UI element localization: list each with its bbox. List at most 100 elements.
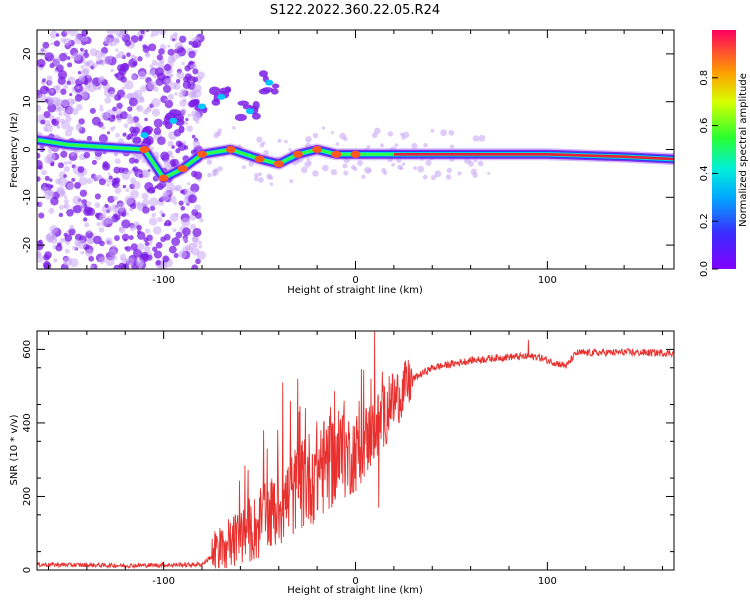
noise-speckle	[157, 136, 166, 146]
noise-speckle	[37, 152, 41, 159]
noise-speckle	[174, 92, 178, 96]
noise-speckle	[45, 96, 55, 106]
noise-speckle	[253, 176, 259, 182]
noise-speckle	[130, 74, 137, 81]
noise-speckle	[445, 174, 452, 180]
noise-speckle	[136, 224, 142, 231]
snr-ytick-label: 200	[22, 487, 33, 506]
noise-speckle	[401, 162, 406, 166]
noise-speckle	[37, 201, 40, 206]
noise-speckle	[172, 38, 176, 42]
noise-speckle	[76, 86, 80, 90]
noise-speckle	[119, 111, 128, 120]
noise-speckle	[306, 157, 311, 162]
noise-speckle	[102, 161, 109, 168]
spectrogram-ytick-label: 10	[22, 95, 33, 108]
branch-blob	[224, 86, 232, 93]
noise-speckle	[78, 176, 88, 186]
noise-speckle	[391, 163, 395, 167]
noise-speckle	[37, 250, 42, 259]
noise-speckle	[158, 30, 167, 36]
noise-speckle	[165, 98, 169, 102]
noise-speckle	[198, 244, 203, 249]
noise-speckle	[470, 168, 477, 175]
noise-speckle	[190, 223, 196, 230]
noise-speckle	[111, 114, 116, 119]
noise-speckle	[63, 109, 71, 118]
noise-speckle	[74, 181, 82, 189]
noise-speckle	[42, 261, 51, 269]
noise-speckle	[124, 39, 132, 47]
noise-speckle	[190, 183, 200, 193]
noise-speckle	[78, 118, 85, 125]
noise-speckle	[167, 93, 174, 101]
noise-speckle	[113, 166, 121, 174]
snr-axes: -100 0 100 0 200 400 600	[22, 331, 674, 587]
noise-speckle	[387, 131, 394, 137]
noise-speckle	[46, 152, 56, 162]
noise-speckle	[129, 189, 139, 199]
ridge-peak	[158, 174, 169, 182]
noise-speckle	[108, 90, 116, 98]
branch-blob	[258, 70, 268, 78]
noise-speckle	[446, 167, 453, 174]
noise-speckle	[162, 255, 170, 263]
noise-speckle	[53, 59, 61, 67]
noise-speckle	[232, 126, 236, 130]
noise-speckle	[91, 159, 97, 165]
noise-speckle	[63, 195, 68, 199]
noise-speckle	[64, 129, 73, 137]
snr-ylabel: SNR (10 * v/v)	[9, 414, 20, 485]
noise-speckle	[149, 239, 153, 243]
noise-speckle	[468, 160, 474, 167]
noise-speckle	[42, 78, 46, 83]
noise-speckle	[162, 84, 172, 93]
noise-speckle	[38, 165, 43, 170]
noise-speckle	[92, 62, 98, 69]
noise-speckle	[184, 65, 191, 72]
noise-speckle	[305, 136, 312, 143]
branch-peak	[140, 132, 149, 139]
noise-speckle	[43, 254, 50, 261]
noise-speckle	[80, 47, 84, 52]
noise-speckle	[116, 102, 123, 110]
noise-speckle	[207, 172, 212, 178]
snr-ytick-label: 400	[22, 413, 33, 432]
noise-speckle	[103, 55, 113, 65]
noise-speckle	[56, 56, 61, 61]
noise-speckle	[126, 52, 131, 58]
snr-xlabel: Height of straight line (km)	[287, 585, 423, 596]
noise-speckle	[38, 201, 44, 206]
noise-speckle	[47, 79, 53, 85]
noise-speckle	[44, 52, 54, 62]
colorbar-tick-label: 0.8	[699, 70, 710, 86]
ridge-peak	[350, 150, 361, 158]
noise-speckle	[487, 171, 491, 175]
noise-speckle	[150, 33, 154, 38]
noise-speckle	[188, 113, 192, 117]
branch-blob	[164, 121, 173, 130]
noise-speckle	[49, 30, 58, 39]
noise-speckle	[171, 158, 179, 167]
noise-speckle	[77, 166, 85, 173]
noise-speckle	[94, 50, 103, 59]
noise-speckle	[128, 157, 136, 164]
noise-speckle	[191, 235, 199, 244]
noise-speckle	[109, 126, 115, 132]
noise-speckle	[194, 171, 203, 180]
noise-speckle	[136, 243, 145, 251]
noise-speckle	[158, 48, 165, 55]
noise-speckle	[180, 205, 186, 211]
noise-speckle	[64, 248, 70, 254]
branch-blob	[132, 136, 142, 145]
noise-speckle	[171, 155, 175, 159]
noise-speckle	[134, 121, 141, 128]
noise-speckle	[147, 80, 157, 91]
noise-speckle	[169, 73, 174, 78]
noise-speckle	[63, 84, 68, 90]
noise-speckle	[188, 90, 197, 99]
noise-speckle	[367, 168, 372, 173]
ridge-peak	[177, 165, 188, 173]
noise-speckle	[151, 188, 156, 193]
noise-speckle	[169, 195, 177, 203]
